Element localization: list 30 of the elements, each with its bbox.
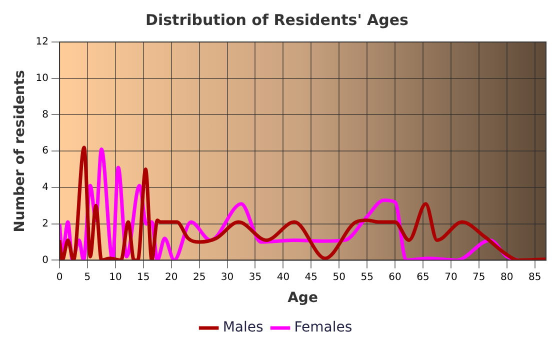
x-tick-label: 40: [276, 272, 290, 283]
x-tick-label: 45: [304, 272, 318, 283]
y-tick-label: 0: [42, 254, 49, 266]
x-tick-label: 50: [332, 272, 346, 283]
y-tick-label: 6: [42, 146, 49, 157]
x-tick-label: 70: [444, 272, 458, 283]
x-tick-label: 0: [56, 272, 63, 283]
x-tick-label: 25: [192, 272, 206, 283]
x-tick-label: 60: [388, 272, 402, 283]
x-tick-label: 80: [500, 272, 514, 283]
y-tick-label: 10: [36, 72, 49, 84]
chart-title: Distribution of Residents' Ages: [146, 10, 409, 29]
legend-label: Females: [294, 320, 352, 336]
y-tick-label: 4: [42, 182, 49, 194]
legend-label: Males: [222, 320, 264, 336]
x-axis-title: Age: [288, 290, 318, 306]
x-tick-label: 5: [84, 272, 91, 283]
x-tick-label: 35: [248, 272, 262, 283]
x-tick-label: 20: [164, 272, 178, 283]
y-tick-label: 12: [36, 36, 49, 48]
x-tick-label: 15: [137, 272, 150, 283]
x-tick-label: 65: [416, 272, 430, 283]
x-tick-label: 75: [472, 272, 486, 283]
y-tick-label: 8: [42, 109, 49, 120]
x-tick-label: 30: [220, 272, 234, 283]
y-axis-title: Number of residents: [12, 70, 28, 232]
y-tick-label: 2: [42, 218, 49, 230]
x-tick-label: 10: [109, 272, 122, 283]
x-tick-label: 55: [360, 272, 374, 283]
x-tick-label: 85: [528, 272, 542, 283]
